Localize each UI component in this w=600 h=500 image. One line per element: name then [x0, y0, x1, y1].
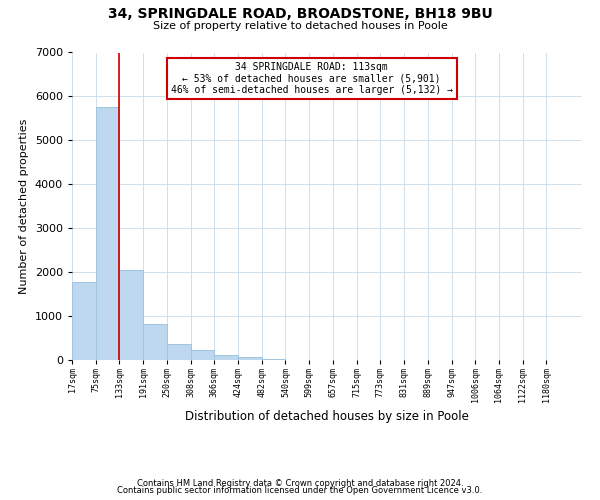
Bar	[119, 270, 143, 360]
Bar	[143, 324, 167, 360]
Text: 34, SPRINGDALE ROAD, BROADSTONE, BH18 9BU: 34, SPRINGDALE ROAD, BROADSTONE, BH18 9B…	[107, 8, 493, 22]
Text: 34 SPRINGDALE ROAD: 113sqm
← 53% of detached houses are smaller (5,901)
46% of s: 34 SPRINGDALE ROAD: 113sqm ← 53% of deta…	[170, 62, 453, 95]
Y-axis label: Number of detached properties: Number of detached properties	[19, 118, 29, 294]
Bar	[167, 344, 191, 360]
Bar	[191, 350, 214, 360]
Bar	[72, 282, 96, 360]
Text: Contains HM Land Registry data © Crown copyright and database right 2024.: Contains HM Land Registry data © Crown c…	[137, 478, 463, 488]
Bar	[262, 359, 286, 360]
Bar	[214, 355, 238, 360]
Bar	[96, 108, 119, 360]
Text: Size of property relative to detached houses in Poole: Size of property relative to detached ho…	[152, 21, 448, 31]
Bar	[238, 358, 262, 360]
X-axis label: Distribution of detached houses by size in Poole: Distribution of detached houses by size …	[185, 410, 469, 424]
Text: Contains public sector information licensed under the Open Government Licence v3: Contains public sector information licen…	[118, 486, 482, 495]
